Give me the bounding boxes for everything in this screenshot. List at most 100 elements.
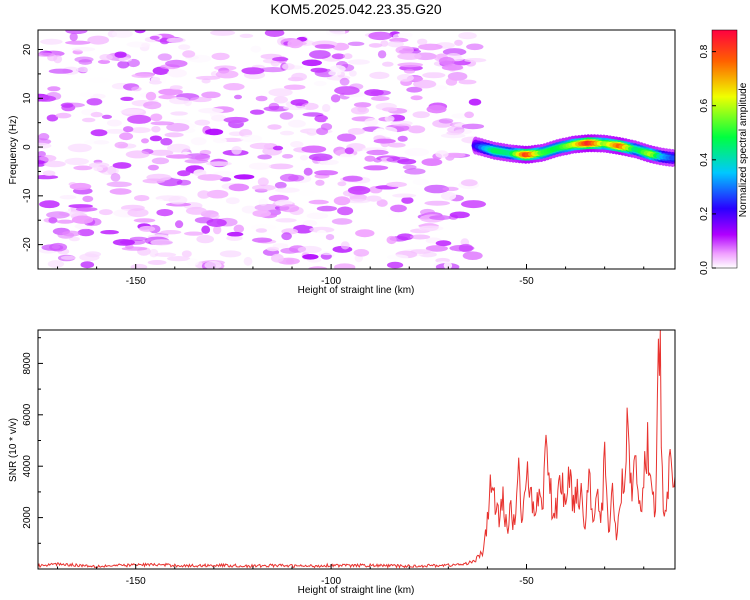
spectrogram-noise-cell <box>387 142 406 148</box>
spectrogram-noise-cell <box>181 250 192 258</box>
spectrogram-noise-cell <box>298 190 316 196</box>
y-tick-label: -10 <box>22 188 33 203</box>
spectrogram-noise-cell <box>223 116 249 124</box>
y-tick-label: 20 <box>22 44 33 56</box>
spectrogram-noise-cell <box>123 126 134 133</box>
snr-y-axis-label: SNR (10 * v/v) <box>8 418 19 482</box>
spectrogram-noise-cell <box>442 48 467 56</box>
spectrogram-noise-cell <box>337 181 347 187</box>
spectrogram-noise-cell <box>347 127 365 135</box>
spectrogram-noise-cell <box>404 168 426 175</box>
y-tick-label: 8000 <box>22 352 33 375</box>
spectrogram-noise-cell <box>197 174 224 181</box>
spectrogram-noise-cell <box>149 35 160 40</box>
spectrogram-noise-cell <box>353 249 370 257</box>
spectrogram-noise-cell <box>55 112 72 119</box>
spectrogram-noise-cell <box>211 114 227 122</box>
spectrogram-noise-cell <box>377 50 387 59</box>
colorbar: 0.0 0.2 0.4 0.6 0.8 Normalized spectral ampl… <box>699 29 749 275</box>
spectrogram-noise-cell <box>283 84 306 90</box>
spectrogram-noise-cell <box>65 40 91 45</box>
spectrogram-noise-cell <box>56 219 74 224</box>
spectrogram-noise-cell <box>308 266 328 269</box>
spectrogram-noise-cell <box>442 186 459 192</box>
spectrogram-noise-cell <box>82 195 94 203</box>
spectrogram-noise-cell <box>386 235 397 245</box>
spectrogram-noise-cell <box>462 251 483 260</box>
spectrogram-noise-cell <box>255 228 268 233</box>
spectrogram-noise-cell <box>424 200 451 206</box>
spectrogram-noise-cell <box>275 187 300 193</box>
spectrogram-noise-cell <box>404 187 421 192</box>
spectrogram-noise-cell <box>308 199 329 205</box>
spectrogram-noise-cell <box>166 123 190 132</box>
spectrogram-noise-cell <box>194 119 211 126</box>
spectrogram-noise-cell <box>308 153 333 161</box>
spectrogram-noise-cell <box>373 138 396 144</box>
spectrogram-noise-cell <box>468 98 482 106</box>
spectrogram-noise-cell <box>165 59 188 68</box>
spectrogram-noise-cell <box>337 133 356 142</box>
spectrogram-noise-cell <box>314 170 339 176</box>
spectrogram-noise-cell <box>340 241 350 250</box>
spectrogram-noise-cell <box>129 127 151 134</box>
spectrogram-noise-cell <box>73 165 93 171</box>
spectrogram-noise-cell <box>79 92 94 98</box>
spectrogram-noise-cell <box>141 42 151 48</box>
spectrogram-noise-cell <box>368 43 383 48</box>
spectrogram-noise-cell <box>114 141 129 149</box>
spectrogram-frame <box>37 29 676 270</box>
spectrogram-noise-cell <box>252 209 271 218</box>
spectrogram-noise-cell <box>215 70 239 79</box>
colorbar-tick-label: 0.4 <box>699 152 710 166</box>
spectrogram-noise-cell <box>260 67 286 73</box>
spectrogram-noise-cell <box>149 135 162 142</box>
spectrogram-noise-cell <box>170 111 188 116</box>
spectrogram-noise-cell <box>49 242 68 252</box>
spectrogram-noise-cell <box>287 119 306 128</box>
spectrogram-noise-cell <box>319 159 339 165</box>
spectrogram-noise-cell <box>440 191 457 201</box>
spectrogram-noise-cell <box>160 230 182 235</box>
spectrogram-noise-cell <box>99 209 113 216</box>
spectrogram-noise-cell <box>84 251 102 258</box>
spectrogram-noise-cell <box>302 253 319 260</box>
spectrogram-noise-cell <box>290 141 304 148</box>
spectrogram-noise-cell <box>71 47 96 52</box>
spectrogram-noise-cell <box>149 149 174 156</box>
spectrogram-noise-cell <box>248 162 271 170</box>
spectrogram-noise-cell <box>432 85 448 91</box>
spectrogram-noise-cell <box>309 50 331 59</box>
spectrogram-noise-cell <box>258 198 268 206</box>
spectrogram-noise-cell <box>424 184 450 194</box>
spectrogram-noise-cell <box>75 207 98 212</box>
spectrogram-signal-cell <box>668 155 675 161</box>
spectrogram-noise-cell <box>228 183 250 192</box>
spectrogram-noise-cell <box>429 215 452 221</box>
spectrogram-noise-cell <box>392 193 417 198</box>
spectrogram-noise-cell <box>404 147 430 157</box>
spectrogram-noise-cell <box>40 38 63 45</box>
x-tick-label: -50 <box>519 576 534 587</box>
spectrogram-noise-cell <box>397 32 413 38</box>
spectrogram-noise-cell <box>405 262 430 267</box>
spectrogram-y-ticks: -20 -10 0 10 20 <box>22 44 43 252</box>
spectrogram-noise-cell <box>330 94 341 103</box>
spectrogram-noise-cell <box>194 217 214 224</box>
spectrogram-noise-cell <box>176 179 191 186</box>
spectrogram-noise-cell <box>142 178 165 184</box>
spectrogram-noise-cell <box>65 30 88 35</box>
spectrogram-noise-cell <box>106 119 122 127</box>
spectrogram-noise-cell <box>60 255 76 260</box>
spectrogram-noise-cell <box>353 102 372 108</box>
spectrogram-noise-cell <box>71 215 94 224</box>
spectrogram-noise-cell <box>196 234 214 244</box>
spectrogram-noise-cell <box>407 125 426 134</box>
spectrogram-noise-cell <box>320 123 333 131</box>
colorbar-tick-label: 0.2 <box>699 207 710 221</box>
spectrogram-noise-cell <box>148 80 162 85</box>
spectrogram-noise-cell <box>421 158 443 167</box>
spectrogram-noise-cell <box>210 213 220 219</box>
spectrogram-noise-cell <box>283 105 307 111</box>
x-tick-label: -50 <box>519 276 534 287</box>
